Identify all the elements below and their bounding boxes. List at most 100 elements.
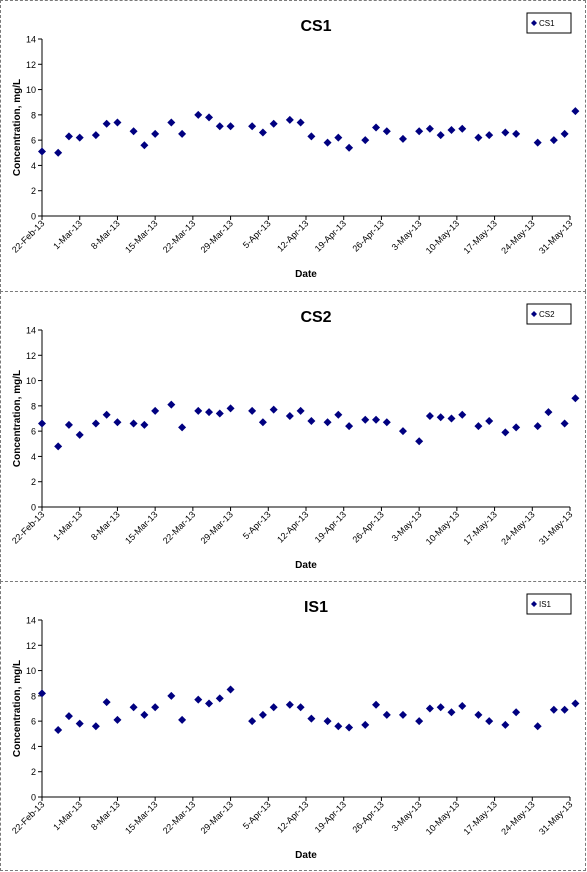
x-axis-label: Date bbox=[295, 560, 317, 571]
data-point bbox=[382, 127, 391, 136]
data-point bbox=[398, 427, 407, 436]
chart-svg-cs2: CS2 Concentration, mg/L Date 0 2 4 6 8 10 12 14 22-… bbox=[10, 303, 580, 571]
data-point bbox=[361, 720, 370, 729]
data-point bbox=[334, 722, 343, 731]
chart-panel-cs1: CS1 Concentration, mg/L Date 0 2 4 6 8 10 12 14 22-… bbox=[0, 0, 586, 292]
data-point bbox=[296, 118, 305, 127]
x-tick-label: 5-Apr-13 bbox=[241, 799, 273, 831]
y-tick-label: 8 bbox=[31, 691, 36, 701]
legend-box bbox=[526, 303, 572, 325]
x-axis-label: Date bbox=[295, 269, 317, 280]
data-point bbox=[415, 717, 424, 726]
chart-title: CS2 bbox=[300, 309, 331, 326]
y-tick-label: 6 bbox=[31, 427, 36, 437]
data-point bbox=[571, 394, 580, 403]
x-tick-label: 10-May-13 bbox=[424, 799, 461, 836]
data-point bbox=[372, 700, 381, 709]
data-point bbox=[533, 138, 542, 147]
data-point bbox=[215, 122, 224, 131]
data-point bbox=[102, 410, 111, 419]
x-tick-label: 19-Apr-13 bbox=[313, 218, 348, 253]
data-point bbox=[258, 710, 267, 719]
data-point bbox=[382, 710, 391, 719]
data-point bbox=[194, 406, 203, 415]
data-point bbox=[533, 422, 542, 431]
data-point bbox=[571, 699, 580, 708]
data-point bbox=[269, 703, 278, 712]
data-point bbox=[398, 134, 407, 143]
data-point bbox=[38, 147, 46, 156]
y-tick-label: 10 bbox=[26, 85, 36, 95]
data-point bbox=[269, 405, 278, 414]
data-point bbox=[258, 128, 267, 137]
data-point bbox=[474, 422, 483, 431]
data-point bbox=[485, 717, 494, 726]
data-point bbox=[167, 691, 176, 700]
data-point bbox=[458, 124, 467, 133]
x-tick-label: 17-May-13 bbox=[461, 799, 498, 836]
legend-box bbox=[526, 12, 572, 34]
x-tick-label: 31-May-13 bbox=[537, 218, 574, 255]
data-point bbox=[113, 118, 122, 127]
data-point bbox=[560, 129, 569, 138]
x-tick-label: 22-Mar-13 bbox=[161, 218, 197, 254]
data-point bbox=[151, 129, 160, 138]
data-point bbox=[334, 133, 343, 142]
y-axis-label: Concentration, mg/L bbox=[12, 79, 23, 176]
data-point bbox=[167, 400, 176, 409]
data-point bbox=[415, 127, 424, 136]
legend-label: CS1 bbox=[539, 19, 555, 28]
data-point bbox=[38, 419, 46, 428]
x-tick-label: 1-Mar-13 bbox=[51, 509, 84, 542]
data-point bbox=[447, 708, 456, 717]
y-tick-label: 0 bbox=[31, 793, 36, 803]
x-tick-label: 26-Apr-13 bbox=[350, 218, 385, 253]
data-point bbox=[533, 722, 542, 731]
x-tick-label: 10-May-13 bbox=[424, 509, 461, 546]
data-point bbox=[226, 404, 235, 413]
x-tick-label: 12-Apr-13 bbox=[275, 218, 310, 253]
x-tick-label: 26-Apr-13 bbox=[350, 509, 385, 544]
data-point bbox=[501, 128, 510, 137]
data-point bbox=[372, 415, 381, 424]
data-point bbox=[64, 420, 73, 429]
data-point bbox=[544, 408, 553, 417]
data-point bbox=[436, 703, 445, 712]
data-point bbox=[571, 107, 580, 116]
data-point bbox=[38, 689, 46, 698]
x-tick-label: 8-Mar-13 bbox=[89, 218, 122, 251]
data-point bbox=[194, 110, 203, 119]
x-tick-label: 24-May-13 bbox=[499, 799, 536, 836]
data-point bbox=[485, 131, 494, 140]
x-tick-label: 8-Mar-13 bbox=[89, 509, 122, 542]
data-point bbox=[458, 410, 467, 419]
legend-marker bbox=[531, 311, 537, 317]
data-point bbox=[54, 725, 63, 734]
data-point bbox=[248, 122, 257, 131]
y-tick-label: 4 bbox=[31, 742, 36, 752]
x-tick-label: 3-May-13 bbox=[390, 799, 424, 833]
y-tick-label: 10 bbox=[26, 376, 36, 386]
x-axis-label: Date bbox=[295, 850, 317, 861]
data-point bbox=[307, 132, 316, 141]
data-point bbox=[205, 699, 214, 708]
data-point bbox=[151, 406, 160, 415]
x-tick-label: 29-Mar-13 bbox=[199, 509, 235, 545]
data-point bbox=[178, 129, 187, 138]
data-point bbox=[215, 409, 224, 418]
data-point bbox=[129, 703, 138, 712]
x-tick-label: 22-Mar-13 bbox=[161, 509, 197, 545]
chart-svg-cs1: CS1 Concentration, mg/L Date 0 2 4 6 8 10 12 14 22-… bbox=[10, 12, 580, 280]
data-point bbox=[447, 126, 456, 135]
x-tick-label: 17-May-13 bbox=[461, 218, 498, 255]
data-point bbox=[258, 418, 267, 427]
y-tick-label: 14 bbox=[26, 326, 36, 336]
x-tick-label: 5-Apr-13 bbox=[241, 509, 273, 541]
data-point bbox=[178, 423, 187, 432]
x-tick-label: 22-Feb-13 bbox=[10, 799, 46, 835]
y-tick-label: 6 bbox=[31, 136, 36, 146]
data-point bbox=[140, 710, 149, 719]
y-tick-label: 6 bbox=[31, 717, 36, 727]
x-tick-label: 22-Mar-13 bbox=[161, 799, 197, 835]
data-point bbox=[226, 685, 235, 694]
